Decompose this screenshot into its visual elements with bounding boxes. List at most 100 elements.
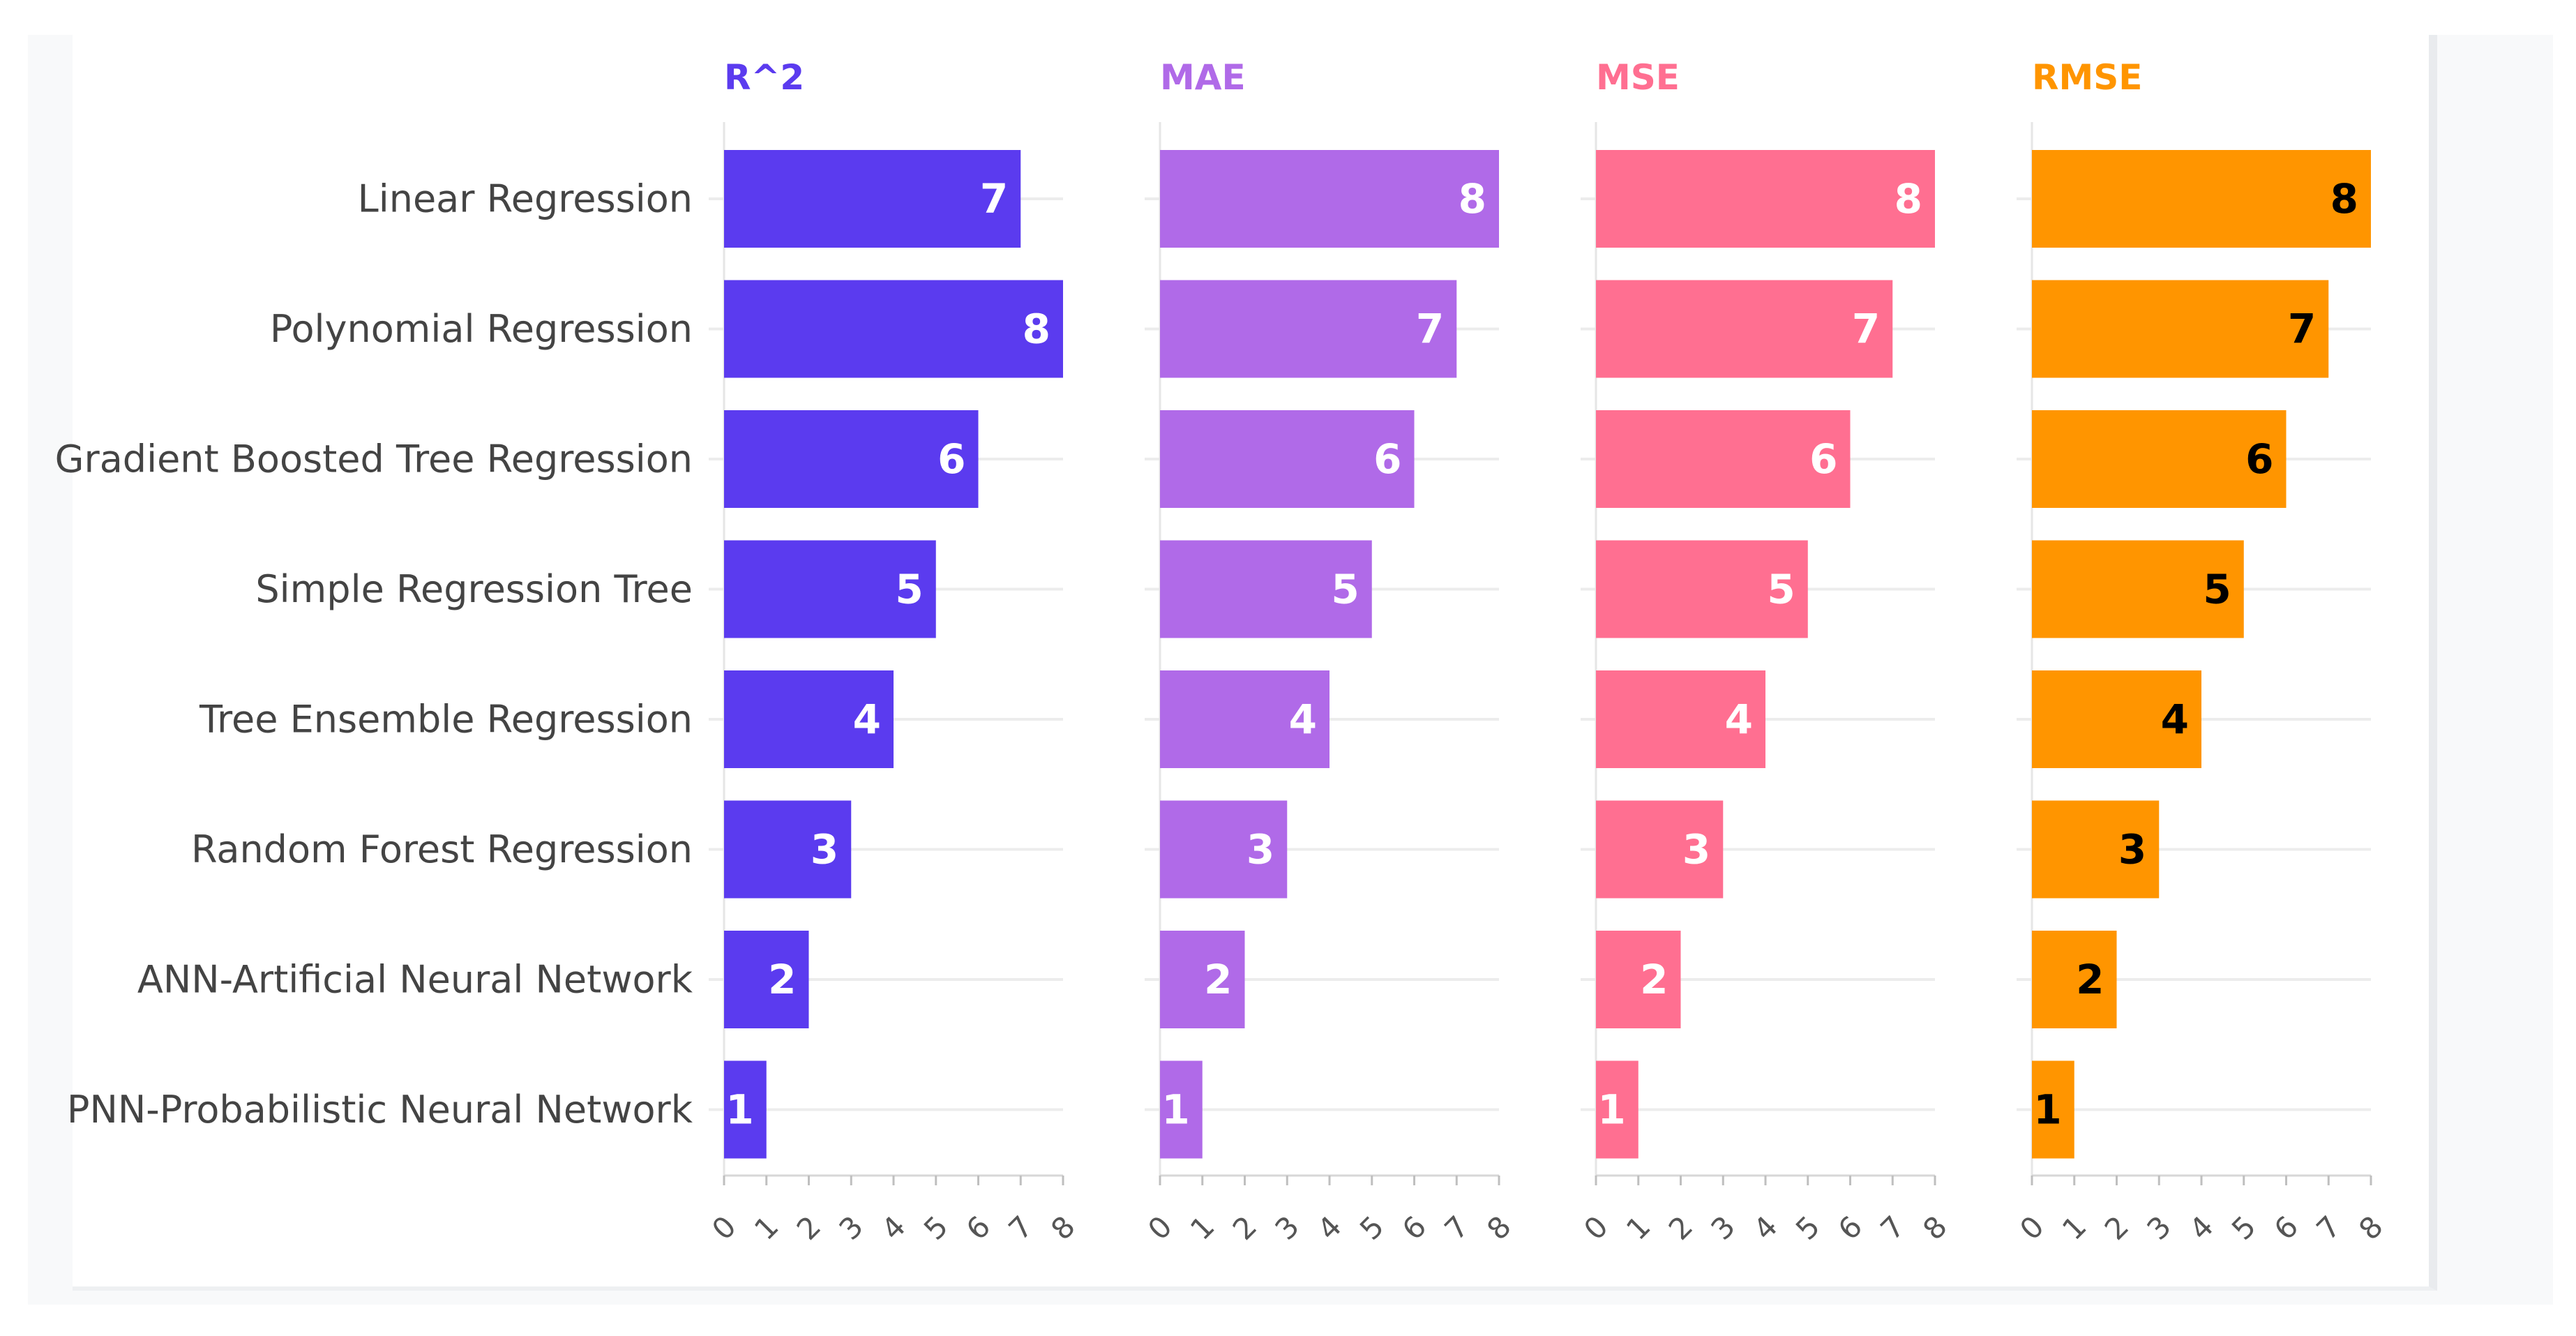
panel-title: RMSE xyxy=(2032,57,2142,98)
bar-value-label: 5 xyxy=(2203,566,2231,613)
bar-value-label: 3 xyxy=(2118,826,2146,873)
bar xyxy=(1160,410,1415,508)
x-tick-label: 2 xyxy=(790,1209,828,1247)
bar xyxy=(1596,1060,1639,1159)
bar xyxy=(724,410,979,508)
bar-value-label: 4 xyxy=(1725,696,1753,743)
bar xyxy=(1160,280,1457,378)
x-tick-label: 8 xyxy=(1480,1209,1518,1247)
bar-value-label: 1 xyxy=(725,1086,753,1134)
x-tick-label: 5 xyxy=(1789,1209,1827,1247)
bar xyxy=(1160,670,1330,768)
bar-value-label: 3 xyxy=(1682,826,1710,873)
bar xyxy=(1160,150,1499,248)
bar-value-label: 7 xyxy=(1852,306,1880,353)
bar-value-label: 1 xyxy=(1161,1086,1189,1134)
bar-value-label: 1 xyxy=(1597,1086,1625,1134)
bar-value-label: 6 xyxy=(2245,435,2273,483)
x-tick-label: 4 xyxy=(1311,1209,1348,1247)
x-tick-label: 3 xyxy=(1704,1209,1742,1247)
x-tick-label: 0 xyxy=(1577,1209,1615,1247)
bar-value-label: 5 xyxy=(1331,566,1359,613)
bar xyxy=(1160,540,1372,638)
bar xyxy=(1596,800,1724,899)
bar xyxy=(1596,931,1681,1028)
bar xyxy=(724,800,852,899)
x-tick-label: 6 xyxy=(960,1209,997,1247)
panel-title: MSE xyxy=(1596,57,1680,98)
category-labels: Linear Regression Polynomial Regression Gr… xyxy=(55,177,693,1132)
bar-value-label: 5 xyxy=(895,566,923,613)
x-tick-label: 5 xyxy=(1353,1209,1391,1247)
x-tick-label: 8 xyxy=(1044,1209,1082,1247)
bar-value-label: 8 xyxy=(2330,175,2358,223)
bar-value-label: 6 xyxy=(1373,435,1401,483)
bar xyxy=(1596,150,1935,248)
category-label: ANN-Artificial Neural Network xyxy=(137,958,693,1002)
bar xyxy=(1596,280,1893,378)
bar xyxy=(2032,670,2201,768)
x-tick-label: 5 xyxy=(917,1209,955,1247)
bar-value-label: 7 xyxy=(980,175,1008,223)
x-tick-label: 2 xyxy=(2098,1209,2136,1247)
bar-value-label: 2 xyxy=(768,956,796,1003)
x-tick-label: 4 xyxy=(1747,1209,1784,1247)
bar-value-label: 5 xyxy=(1767,566,1795,613)
bar xyxy=(1596,670,1765,768)
x-tick-label: 3 xyxy=(1268,1209,1306,1247)
bar xyxy=(724,670,894,768)
bar-value-label: 1 xyxy=(2033,1086,2061,1134)
x-tick-label: 3 xyxy=(2140,1209,2178,1247)
bar xyxy=(724,540,936,638)
bar xyxy=(1596,540,1808,638)
category-label: Polynomial Regression xyxy=(270,307,693,351)
bar-value-label: 4 xyxy=(1289,696,1317,743)
x-tick-label: 1 xyxy=(2056,1209,2093,1247)
bar xyxy=(724,1060,767,1159)
bar xyxy=(724,931,809,1028)
category-label: Simple Regression Tree xyxy=(255,567,693,611)
panel-title: MAE xyxy=(1160,57,1246,98)
bar-value-label: 6 xyxy=(937,435,965,483)
x-tick-label: 7 xyxy=(1002,1209,1039,1247)
x-tick-label: 6 xyxy=(2268,1209,2305,1247)
bar xyxy=(2032,280,2329,378)
x-tick-label: 7 xyxy=(2310,1209,2347,1247)
x-tick-label: 6 xyxy=(1832,1209,1869,1247)
bar-value-label: 7 xyxy=(2288,306,2316,353)
bar xyxy=(2032,540,2244,638)
bar xyxy=(1160,1060,1203,1159)
bar-value-label: 2 xyxy=(1640,956,1668,1003)
bar xyxy=(2032,931,2117,1028)
bar-value-label: 4 xyxy=(2161,696,2189,743)
bar xyxy=(1160,800,1288,899)
category-label: Tree Ensemble Regression xyxy=(199,698,693,742)
bar-value-label: 8 xyxy=(1459,175,1486,223)
x-tick-label: 0 xyxy=(1141,1209,1179,1247)
panel-title: R^2 xyxy=(724,57,804,98)
bar-value-label: 8 xyxy=(1895,175,1922,223)
x-tick-label: 7 xyxy=(1874,1209,1911,1247)
x-tick-label: 8 xyxy=(2352,1209,2390,1247)
bar xyxy=(724,280,1063,378)
category-label: Random Forest Regression xyxy=(191,827,693,871)
bar-value-label: 3 xyxy=(811,826,838,873)
bar-value-label: 7 xyxy=(1416,306,1444,353)
x-tick-label: 1 xyxy=(748,1209,785,1247)
x-tick-label: 1 xyxy=(1620,1209,1657,1247)
x-tick-label: 6 xyxy=(1396,1209,1433,1247)
category-label: Gradient Boosted Tree Regression xyxy=(55,437,693,481)
bar-value-label: 8 xyxy=(1023,306,1050,353)
bar xyxy=(2032,800,2160,899)
bar xyxy=(2032,1060,2074,1159)
x-tick-label: 2 xyxy=(1662,1209,1700,1247)
x-tick-label: 4 xyxy=(2183,1209,2220,1247)
x-tick-label: 2 xyxy=(1226,1209,1264,1247)
x-tick-label: 0 xyxy=(2013,1209,2051,1247)
x-tick-label: 1 xyxy=(1184,1209,1221,1247)
